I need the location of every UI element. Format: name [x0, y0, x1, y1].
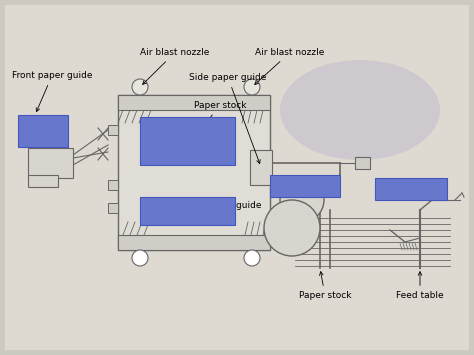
- Bar: [108, 203, 118, 213]
- Bar: [108, 125, 118, 135]
- Text: Paper stock: Paper stock: [191, 101, 246, 142]
- Text: Side paper guide: Side paper guide: [189, 73, 267, 164]
- Circle shape: [280, 178, 324, 222]
- Circle shape: [132, 79, 148, 95]
- Text: Feed table: Feed table: [396, 272, 444, 300]
- Text: Air blast nozzle: Air blast nozzle: [255, 48, 325, 84]
- Circle shape: [264, 200, 320, 256]
- Text: Paper stock: Paper stock: [299, 272, 351, 300]
- Circle shape: [244, 79, 260, 95]
- Bar: [108, 180, 118, 190]
- Circle shape: [244, 250, 260, 266]
- Bar: [118, 95, 270, 250]
- Bar: [250, 150, 272, 185]
- Bar: [355, 157, 370, 169]
- Bar: [118, 235, 270, 250]
- Text: Back paper guide: Back paper guide: [182, 201, 262, 210]
- Bar: [28, 148, 73, 178]
- Bar: [375, 178, 447, 200]
- Bar: [118, 95, 270, 110]
- Bar: [18, 115, 68, 147]
- Bar: [140, 117, 235, 165]
- Text: Air blast nozzle: Air blast nozzle: [140, 48, 210, 84]
- Bar: [140, 197, 235, 225]
- Bar: [270, 175, 340, 197]
- Bar: [28, 175, 58, 187]
- Circle shape: [132, 250, 148, 266]
- Ellipse shape: [280, 60, 440, 160]
- Text: Front paper guide: Front paper guide: [12, 71, 92, 111]
